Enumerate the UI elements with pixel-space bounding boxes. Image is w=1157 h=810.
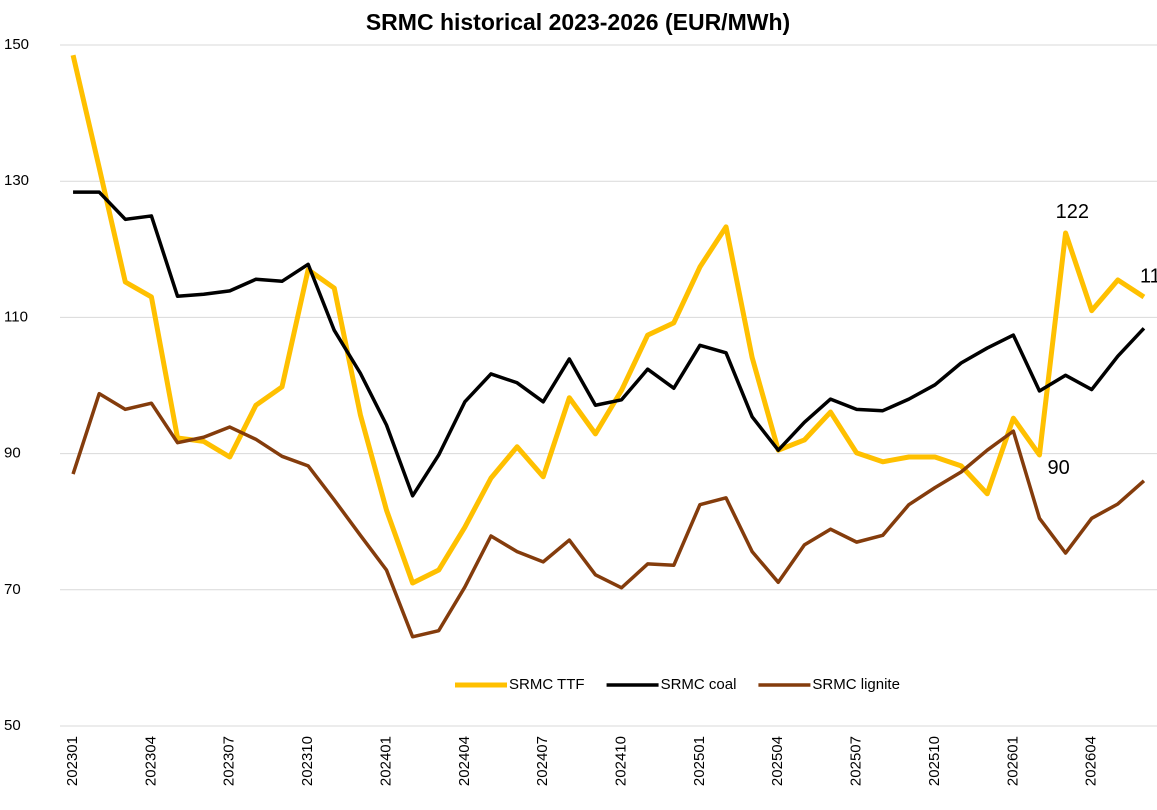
data-label: 122 bbox=[1056, 201, 1089, 223]
legend-label: SRMC coal bbox=[661, 676, 737, 693]
x-tick-label: 202510 bbox=[926, 736, 943, 786]
data-label: 113 bbox=[1140, 265, 1157, 287]
x-tick-label: 202601 bbox=[1004, 736, 1021, 786]
x-tick-label: 202410 bbox=[613, 736, 630, 786]
x-tick-label: 202604 bbox=[1083, 736, 1100, 786]
y-tick-label: 110 bbox=[4, 308, 28, 325]
x-tick-label: 202507 bbox=[848, 736, 865, 786]
x-tick-label: 202501 bbox=[691, 736, 708, 786]
x-tick-label: 202301 bbox=[64, 736, 81, 786]
x-tick-label: 202307 bbox=[221, 736, 238, 786]
series-line bbox=[73, 190, 1146, 498]
legend-label: SRMC lignite bbox=[812, 676, 900, 693]
y-tick-label: 70 bbox=[4, 581, 21, 598]
legend-label: SRMC TTF bbox=[509, 676, 585, 693]
y-tick-label: 130 bbox=[4, 172, 29, 189]
x-tick-label: 202407 bbox=[534, 736, 551, 786]
y-tick-label: 50 bbox=[4, 717, 21, 734]
y-tick-label: 150 bbox=[4, 36, 29, 53]
x-tick-label: 202310 bbox=[299, 736, 316, 786]
data-label: 90 bbox=[1047, 457, 1069, 479]
y-tick-label: 90 bbox=[4, 445, 21, 462]
x-tick-label: 202504 bbox=[769, 736, 786, 786]
x-tick-label: 202304 bbox=[142, 736, 159, 786]
series-line bbox=[70, 54, 1146, 586]
chart-title: SRMC historical 2023-2026 (EUR/MWh) bbox=[366, 9, 790, 35]
series-line bbox=[71, 391, 1146, 639]
x-tick-label: 202404 bbox=[456, 736, 473, 786]
x-tick-label: 202401 bbox=[377, 736, 394, 786]
